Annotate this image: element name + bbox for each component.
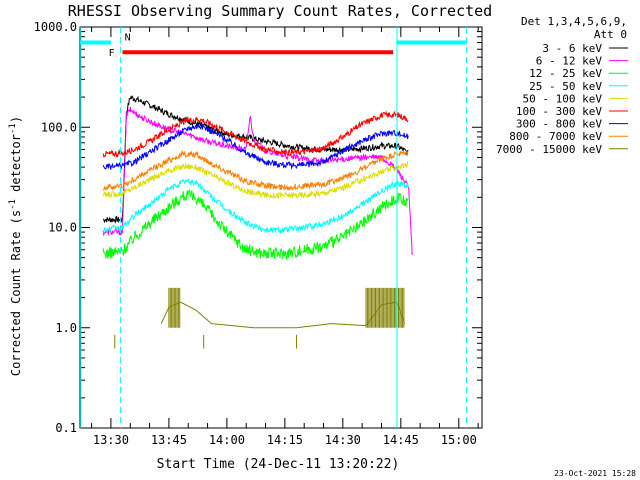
- x-tick-label: 14:45: [383, 433, 419, 447]
- series-layer: [102, 95, 413, 349]
- x-tick-label: 13:45: [151, 433, 187, 447]
- legend-header-1: Det 1,3,4,5,6,9,: [521, 15, 627, 28]
- y-tick-label: 1000.0: [34, 20, 77, 34]
- y-axis-label-sup: -1: [8, 199, 18, 210]
- y-tick-label: 0.1: [55, 421, 77, 435]
- legend-label-8: 7000 - 15000 keV: [496, 143, 602, 156]
- y-axis-label-sup2: -1: [8, 123, 18, 134]
- series-line-5: [102, 110, 409, 159]
- x-tick-label: 14:30: [325, 433, 361, 447]
- y-axis-label-end: ): [9, 116, 23, 123]
- night-marker-label: N: [125, 33, 131, 44]
- markers: NF: [80, 27, 468, 428]
- chart-title: RHESSI Observing Summary Count Rates, Co…: [68, 2, 492, 20]
- series-line-6: [102, 123, 409, 170]
- footer-date: 23-Oct-2021 15:28: [554, 469, 636, 478]
- legend-label-4: 50 - 100 keV: [523, 92, 603, 105]
- x-axis-label: Start Time (24-Dec-11 13:20:22): [157, 457, 400, 472]
- x-tick-label: 14:15: [267, 433, 303, 447]
- y-axis-label-mid: detector: [9, 134, 23, 199]
- y-axis-label-main: Corrected Count Rate (s: [9, 210, 23, 376]
- series-line-3: [102, 178, 409, 235]
- legend-label-2: 12 - 25 keV: [529, 67, 602, 80]
- legend-label-0: 3 - 6 keV: [542, 42, 602, 55]
- series-line-2: [102, 189, 409, 260]
- legend-label-7: 800 - 7000 keV: [509, 130, 602, 143]
- y-tick-label: 1.0: [55, 321, 77, 335]
- legend-label-3: 25 - 50 keV: [529, 80, 602, 93]
- series-line-1: [102, 106, 413, 255]
- flag-marker-label: F: [109, 48, 115, 59]
- y-tick-label: 100.0: [41, 120, 77, 134]
- axes: 0.1 1.0 10.0 100.0 1000.0 13:30 13:45 14:00 14:1…: [34, 20, 483, 447]
- x-tick-label: 15:00: [441, 433, 477, 447]
- legend-label-6: 300 - 800 keV: [516, 118, 602, 131]
- series-line-0: [102, 95, 409, 224]
- legend-header-2: Att 0: [594, 28, 627, 41]
- legend-label-1: 6 - 12 keV: [536, 55, 603, 68]
- series-line-8: [160, 301, 406, 329]
- series-line-4: [102, 160, 409, 200]
- plot-frame: [79, 26, 483, 429]
- legend-label-5: 100 - 300 keV: [516, 105, 602, 118]
- x-tick-label: 13:30: [93, 433, 129, 447]
- series-line-7: [102, 150, 409, 192]
- y-axis-label: Corrected Count Rate (s-1 detector-1): [8, 116, 23, 376]
- y-tick-label: 10.0: [48, 221, 77, 235]
- x-tick-label: 14:00: [209, 433, 245, 447]
